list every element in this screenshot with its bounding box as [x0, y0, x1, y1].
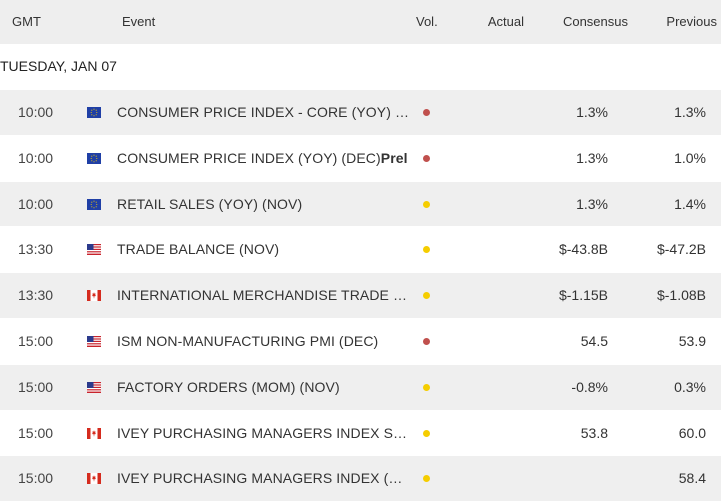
- event-name-text: ISM NON-MANUFACTURING PMI (DEC): [117, 332, 379, 349]
- consensus-value: $-43.8B: [558, 241, 608, 258]
- volatility-indicator: [423, 475, 430, 483]
- consensus-value: 54.5: [580, 332, 608, 349]
- actual-value: [472, 456, 524, 501]
- event-name-text: CONSUMER PRICE INDEX - CORE (YOY) (D...: [117, 104, 409, 120]
- column-header-actual[interactable]: Actual: [487, 14, 524, 29]
- actual-value: [472, 273, 524, 318]
- column-header-event[interactable]: Event: [122, 14, 156, 29]
- event-name-text: RETAIL SALES (YOY) (NOV): [117, 195, 303, 212]
- actual-value: [472, 136, 524, 181]
- table-row[interactable]: 10:00 CONSUMER PRICE INDEX - CORE (YOY) (…: [0, 89, 721, 135]
- preliminary-tag: Prel: [380, 149, 408, 166]
- event-time: 10:00: [18, 104, 54, 120]
- previous-value: 53.9: [678, 332, 706, 349]
- event-name[interactable]: RETAIL SALES (YOY) (NOV): [117, 182, 409, 227]
- event-name[interactable]: IVEY PURCHASING MANAGERS INDEX (DE...: [117, 456, 409, 501]
- event-time: 13:30: [18, 241, 54, 258]
- volatility-indicator: [423, 337, 430, 345]
- event-name-text: IVEY PURCHASING MANAGERS INDEX (DE...: [117, 470, 409, 487]
- event-name[interactable]: FACTORY ORDERS (MOM) (NOV): [117, 365, 409, 410]
- actual-value: [472, 90, 524, 135]
- actual-value: [472, 227, 524, 272]
- eu-flag-icon: [87, 152, 101, 164]
- date-group-header: TUESDAY, JAN 07: [0, 44, 721, 89]
- previous-value: $-1.08B: [656, 287, 706, 304]
- volatility-indicator: [423, 109, 430, 116]
- table-row[interactable]: 15:00 IVEY PURCHASING MANAGERS INDEX (DE.…: [0, 455, 721, 501]
- date-label: TUESDAY, JAN 07: [0, 58, 117, 74]
- column-header-gmt[interactable]: GMT: [12, 14, 41, 29]
- event-name[interactable]: CONSUMER PRICE INDEX (YOY) (DEC)Prel: [117, 136, 409, 181]
- previous-value: 0.3%: [674, 378, 706, 395]
- event-name[interactable]: TRADE BALANCE (NOV): [117, 227, 409, 272]
- us-flag-icon: [87, 335, 101, 347]
- actual-value: [472, 411, 524, 456]
- volatility-indicator: [423, 246, 430, 254]
- table-row[interactable]: 13:30 TRADE BALANCE (NOV) $-43.8B $-47.2B: [0, 226, 721, 272]
- eu-flag-icon: [87, 198, 101, 210]
- event-name-text: CONSUMER PRICE INDEX (YOY) (DEC): [117, 149, 381, 166]
- volatility-indicator: [423, 292, 430, 300]
- table-row[interactable]: 15:00 ISM NON-MANUFACTURING PMI (DEC) 54.5…: [0, 317, 721, 364]
- previous-value: 1.4%: [674, 195, 706, 212]
- event-name-text: IVEY PURCHASING MANAGERS INDEX S.A...: [117, 424, 409, 441]
- previous-value: 60.0: [678, 424, 706, 441]
- consensus-value: 1.3%: [576, 195, 608, 212]
- event-time: 10:00: [18, 149, 54, 166]
- table-row[interactable]: 13:30 INTERNATIONAL MERCHANDISE TRADE (..…: [0, 272, 721, 318]
- event-name[interactable]: ISM NON-MANUFACTURING PMI (DEC): [117, 319, 409, 364]
- actual-value: [472, 182, 524, 227]
- consensus-value: 53.8: [580, 424, 608, 441]
- event-time: 10:00: [18, 195, 54, 212]
- consensus-value: 1.3%: [576, 104, 608, 120]
- event-name-text: INTERNATIONAL MERCHANDISE TRADE (...: [117, 287, 409, 304]
- us-flag-icon: [87, 381, 101, 393]
- consensus-value: -0.8%: [571, 378, 608, 395]
- previous-value: $-47.2B: [656, 241, 706, 258]
- eu-flag-icon: [87, 107, 101, 118]
- actual-value: [472, 319, 524, 364]
- ca-flag-icon: [87, 427, 101, 439]
- events-table-body: 10:00 CONSUMER PRICE INDEX - CORE (YOY) (…: [0, 89, 721, 501]
- table-header: GMT Event Vol. Actual Consensus Previous: [0, 0, 721, 44]
- event-name[interactable]: INTERNATIONAL MERCHANDISE TRADE (...: [117, 273, 409, 318]
- table-row[interactable]: 15:00 IVEY PURCHASING MANAGERS INDEX S.A.…: [0, 409, 721, 456]
- column-header-previous[interactable]: Previous: [666, 14, 717, 29]
- event-name-text: TRADE BALANCE (NOV): [117, 241, 280, 258]
- event-name-text: FACTORY ORDERS (MOM) (NOV): [117, 378, 340, 395]
- ca-flag-icon: [87, 473, 101, 485]
- consensus-value: 1.3%: [576, 149, 608, 166]
- actual-value: [472, 365, 524, 410]
- previous-value: 58.4: [678, 470, 706, 487]
- event-time: 15:00: [18, 378, 54, 395]
- event-time: 13:30: [18, 287, 54, 304]
- consensus-value: [548, 456, 608, 501]
- ca-flag-icon: [87, 290, 101, 302]
- column-header-consensus[interactable]: Consensus: [562, 14, 628, 29]
- volatility-indicator: [423, 383, 430, 391]
- event-name[interactable]: IVEY PURCHASING MANAGERS INDEX S.A...: [117, 411, 409, 456]
- event-time: 15:00: [18, 424, 54, 441]
- event-time: 15:00: [18, 470, 54, 487]
- event-time: 15:00: [18, 332, 54, 349]
- table-row[interactable]: 10:00 CONSUMER PRICE INDEX (YOY) (DEC)Pre…: [0, 134, 721, 181]
- column-header-volatility[interactable]: Vol.: [416, 14, 438, 29]
- volatility-indicator: [423, 154, 430, 162]
- us-flag-icon: [87, 244, 101, 256]
- consensus-value: $-1.15B: [558, 287, 608, 304]
- table-row[interactable]: 10:00 RETAIL SALES (YOY) (NOV) 1.3% 1.4%: [0, 180, 721, 227]
- previous-value: 1.0%: [674, 149, 706, 166]
- volatility-indicator: [423, 200, 430, 208]
- volatility-indicator: [423, 429, 430, 437]
- event-name[interactable]: CONSUMER PRICE INDEX - CORE (YOY) (D...: [117, 90, 409, 135]
- table-row[interactable]: 15:00 FACTORY ORDERS (MOM) (NOV) -0.8% 0.3%: [0, 363, 721, 410]
- previous-value: 1.3%: [674, 104, 706, 120]
